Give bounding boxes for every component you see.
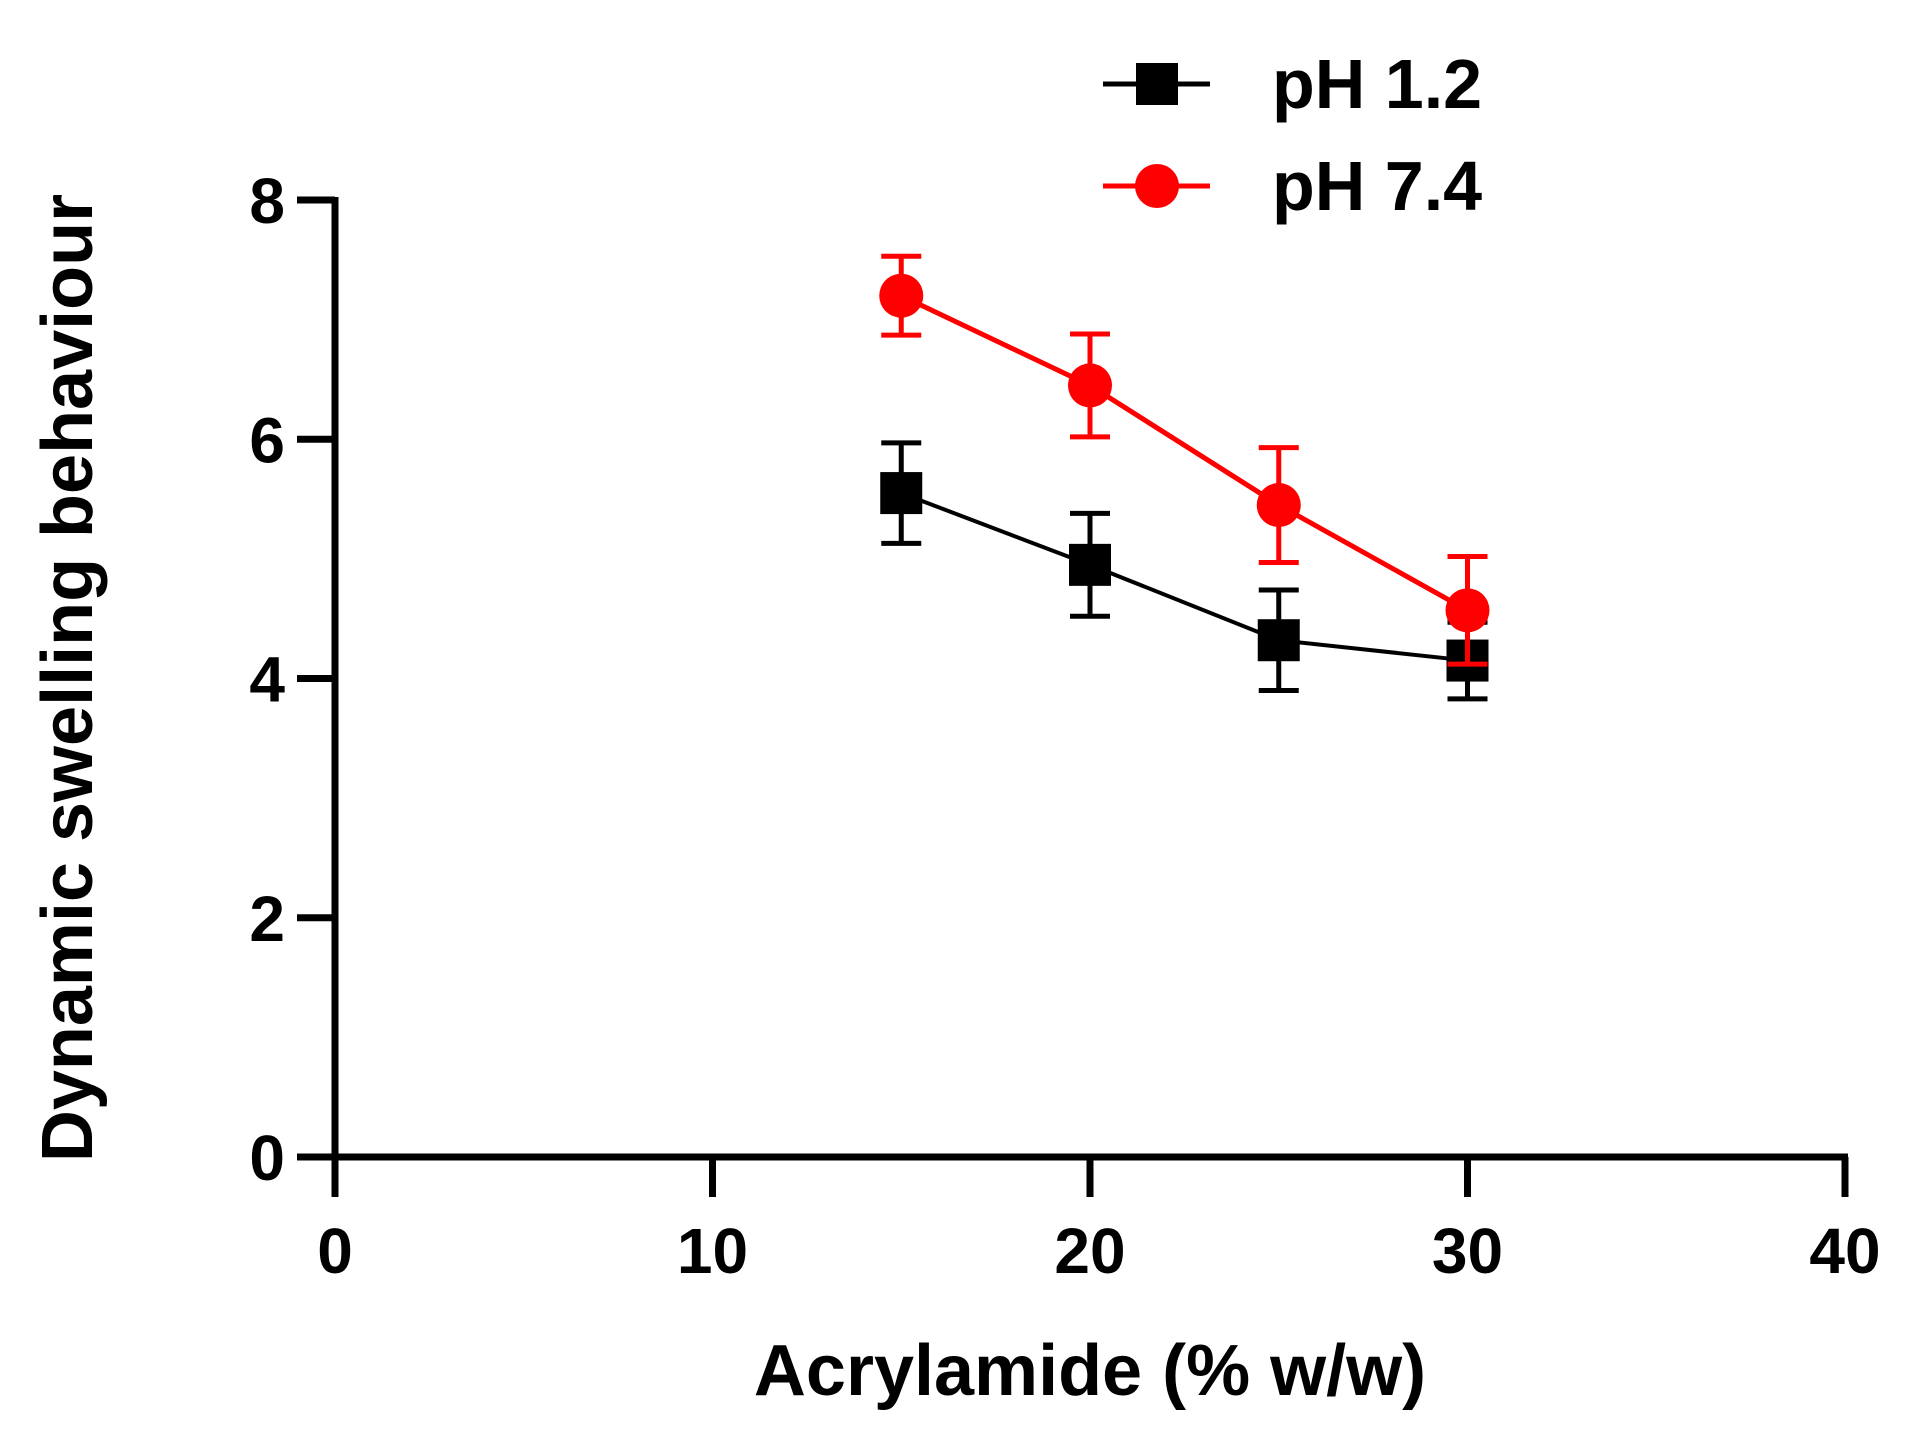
series-layer — [879, 253, 1490, 702]
y-tick-label: 6 — [249, 404, 285, 476]
axes: 0 2 4 6 8 0 10 20 30 40 — [249, 165, 1880, 1287]
series-line-ph-7-4 — [900, 293, 1469, 613]
data-point-circle — [1256, 483, 1301, 528]
legend-item-ph-7-4: pH 7.4 — [1103, 147, 1482, 225]
x-tick-label: 0 — [317, 1215, 353, 1287]
data-point-circle — [1445, 588, 1490, 633]
x-tick-label: 20 — [1054, 1215, 1125, 1287]
y-tick-label: 8 — [249, 165, 285, 237]
data-point-square — [1069, 543, 1111, 586]
data-point-square — [1257, 619, 1300, 662]
legend-circle-marker — [1135, 164, 1179, 208]
y-ticks: 0 2 4 6 8 — [249, 165, 335, 1194]
series-ph-7-4 — [879, 253, 1490, 667]
x-ticks: 0 10 20 30 40 — [317, 1157, 1881, 1287]
legend: pH 1.2 pH 7.4 — [1103, 45, 1482, 225]
x-axis-title: Acrylamide (% w/w) — [754, 1331, 1426, 1411]
legend-item-ph-1-2: pH 1.2 — [1103, 45, 1482, 123]
data-point-circle — [879, 273, 924, 318]
y-tick-label: 4 — [249, 644, 285, 716]
x-tick-label: 40 — [1809, 1215, 1880, 1287]
y-axis-title: Dynamic swelling behaviour — [28, 194, 108, 1162]
legend-label-ph-1-2: pH 1.2 — [1272, 45, 1482, 123]
data-point-circle — [1068, 363, 1112, 408]
data-point-square — [880, 472, 923, 515]
y-tick-label: 0 — [249, 1122, 285, 1194]
x-tick-label: 10 — [677, 1215, 748, 1287]
legend-square-marker — [1136, 63, 1178, 105]
legend-label-ph-7-4: pH 7.4 — [1272, 147, 1482, 225]
y-tick-label: 2 — [249, 883, 285, 955]
x-tick-label: 30 — [1432, 1215, 1503, 1287]
series-ph-1-2 — [880, 440, 1489, 702]
series-line-ph-1-2 — [900, 491, 1468, 663]
